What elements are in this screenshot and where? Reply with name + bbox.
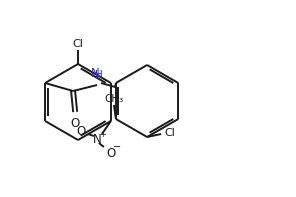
Text: H: H <box>95 70 103 80</box>
Text: +: + <box>99 129 106 138</box>
Text: Cl: Cl <box>73 39 83 49</box>
Text: CH₃: CH₃ <box>104 94 123 104</box>
Text: N: N <box>93 133 101 146</box>
Text: N: N <box>91 67 99 80</box>
Text: O: O <box>70 117 80 130</box>
Text: O: O <box>106 147 115 160</box>
Text: −: − <box>113 142 121 152</box>
Text: Cl: Cl <box>164 128 175 138</box>
Text: O: O <box>76 125 86 138</box>
